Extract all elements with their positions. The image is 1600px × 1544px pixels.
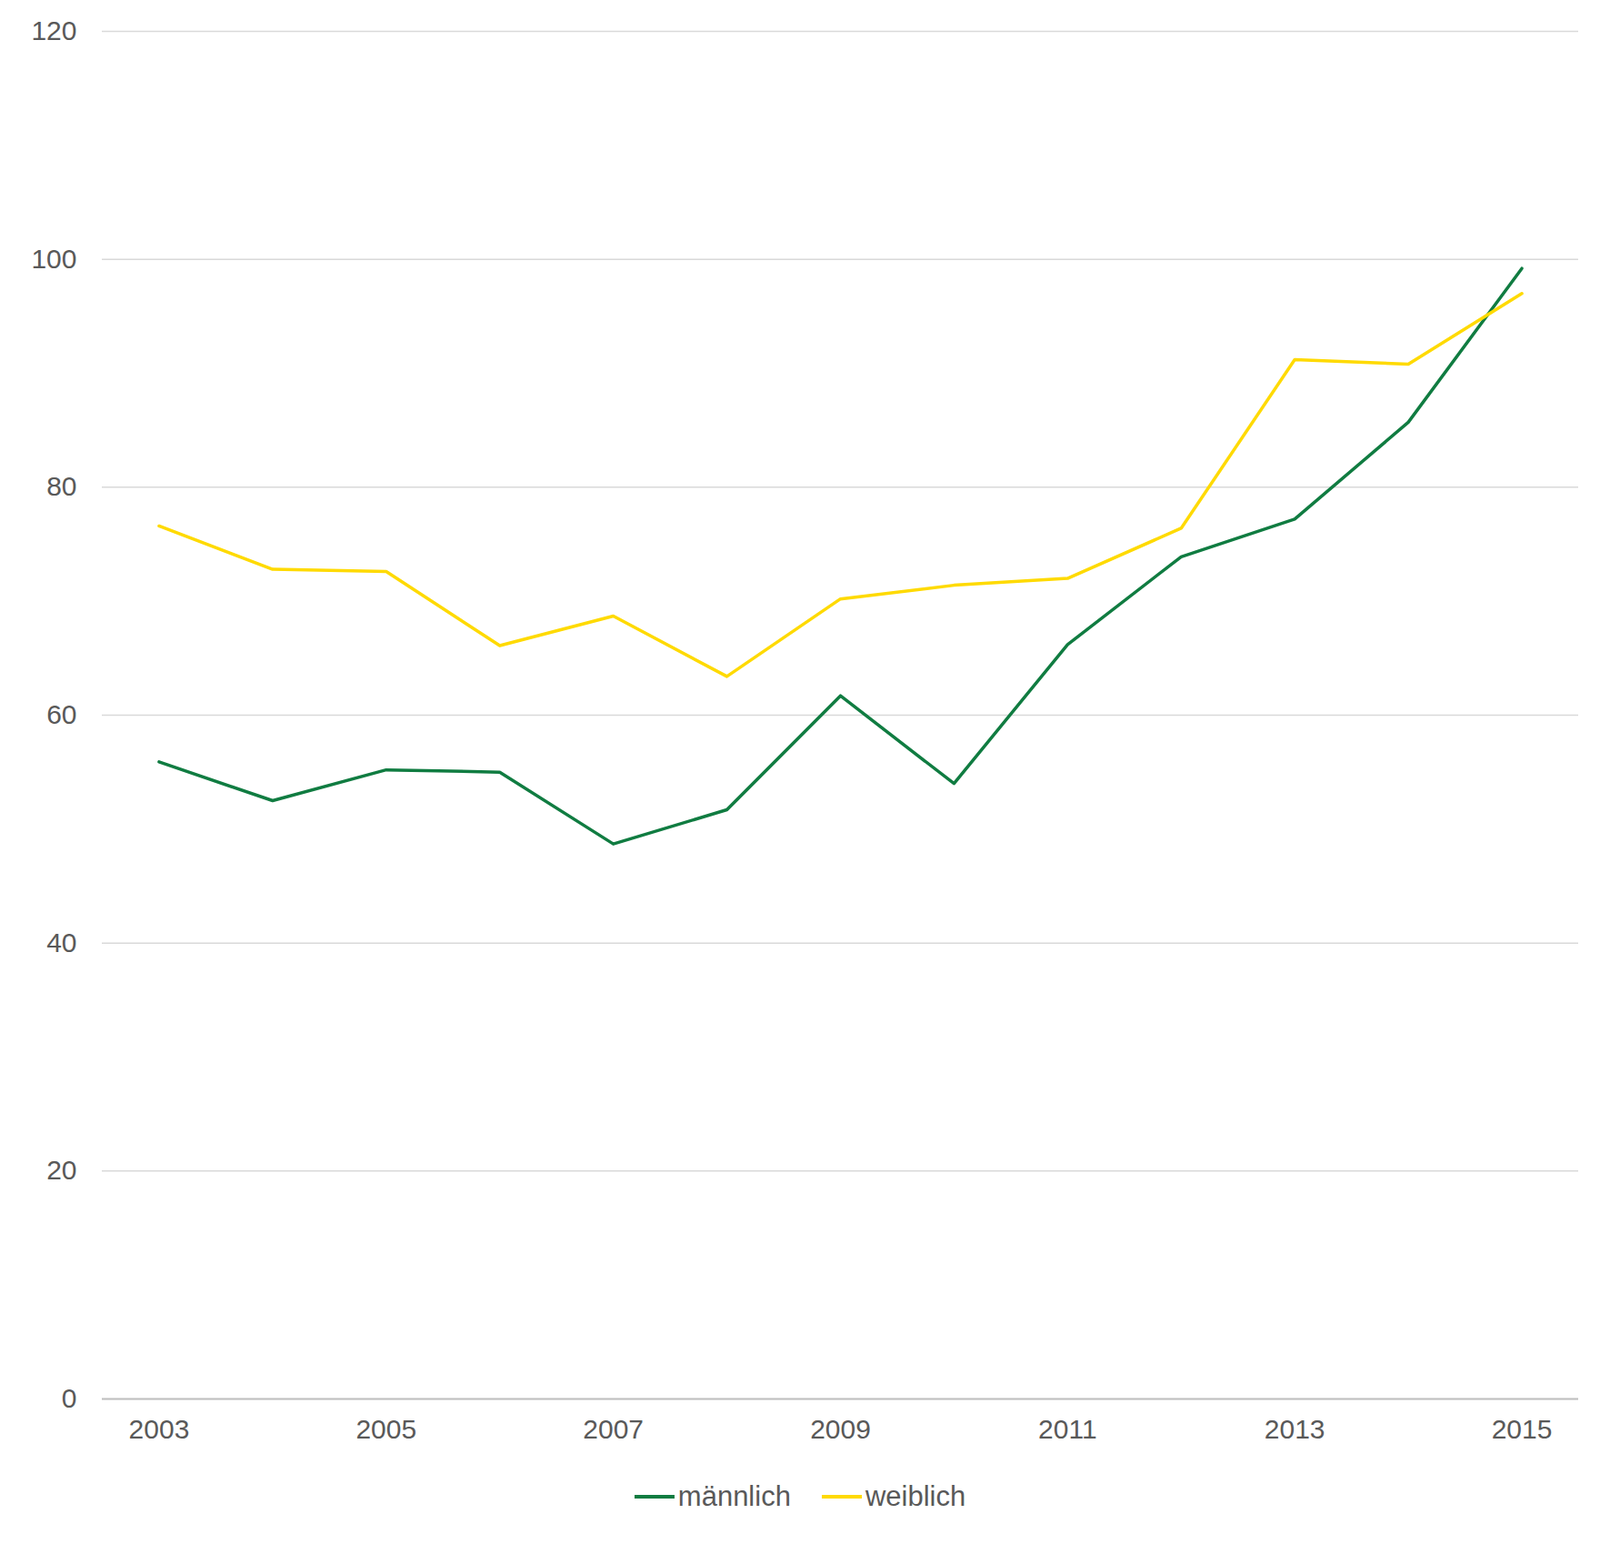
svg-text:120: 120 [30, 15, 77, 46]
svg-text:2013: 2013 [1264, 1413, 1326, 1444]
html-text:weiblich: weiblich [865, 1480, 966, 1512]
svg-text:2007: 2007 [582, 1413, 644, 1444]
svg-text:2011: 2011 [1038, 1413, 1098, 1444]
svg-text:2003: 2003 [129, 1413, 190, 1444]
svg-text:80: 80 [46, 470, 77, 501]
svg-text:2015: 2015 [1491, 1413, 1553, 1444]
svg-text:60: 60 [46, 699, 77, 730]
svg-text:2009: 2009 [810, 1413, 871, 1444]
svg-text:0: 0 [61, 1382, 78, 1413]
svg-text:2005: 2005 [355, 1413, 417, 1444]
svg-text:40: 40 [46, 927, 77, 958]
svg-text:20: 20 [46, 1154, 77, 1185]
html-text:männlich: männlich [678, 1480, 791, 1512]
svg-text:100: 100 [30, 243, 77, 274]
